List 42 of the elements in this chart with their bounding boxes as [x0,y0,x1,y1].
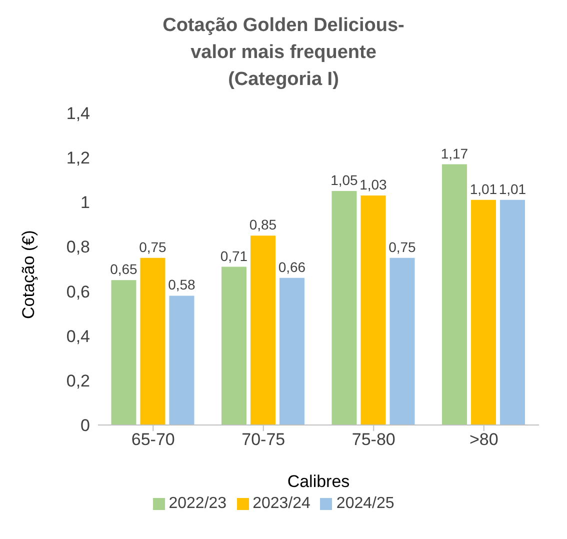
y-tick-label: 1,4 [66,104,90,124]
bar [279,278,304,425]
bar [250,236,276,425]
data-label: 0,71 [220,248,248,264]
y-tick-label: 1 [80,193,90,212]
y-tick-label: 0,6 [66,282,90,302]
chart-title: Cotação Golden Delicious- valor mais frequente (Categoria I) [162,14,406,92]
x-axis-title: Calibres [287,472,350,491]
bar [332,191,357,425]
y-tick-label: 0 [80,416,90,436]
x-tick-label: 70-75 [242,430,286,450]
legend-label: 2024/25 [336,495,394,512]
data-label: 0,65 [110,261,138,278]
data-label: 0,58 [168,276,196,293]
y-axis-title: Cotação (€) [19,230,38,319]
bar [390,258,415,425]
bar [500,200,525,425]
bar [169,296,194,425]
data-label: 1,05 [330,172,358,188]
bar [221,266,246,425]
data-label: 0,66 [278,258,306,275]
x-tick-label: 65-70 [131,430,175,450]
legend-label: 2023/24 [252,495,310,512]
y-tick-label: 1,2 [66,148,90,168]
data-label: 0,75 [388,238,416,255]
bar [442,164,467,425]
data-label: 0,75 [139,238,167,255]
bar [111,280,136,425]
y-tick-label: 0,4 [66,326,90,346]
y-tick-label: 0,2 [66,371,90,390]
data-label: 1,01 [470,180,498,197]
x-tick-label: >80 [469,430,498,450]
data-label: 0,85 [249,216,277,233]
data-label: 1,03 [360,176,388,192]
x-tick-label: 75-80 [352,430,396,450]
bar [470,200,496,425]
data-label: 1,17 [440,145,468,162]
bar [360,195,386,425]
y-tick-label: 0,8 [66,238,90,257]
data-label: 1,01 [498,180,526,197]
legend-label: 2022/23 [168,495,227,512]
bar [140,258,166,425]
